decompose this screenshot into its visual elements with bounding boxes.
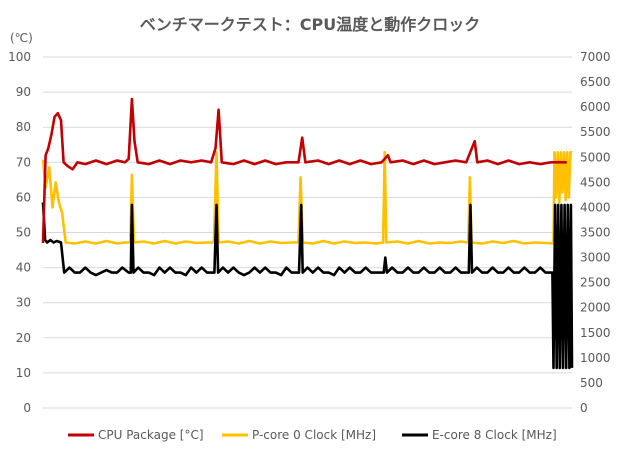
left-tick-label: 10	[16, 366, 31, 380]
left-tick-label: 60	[16, 190, 31, 204]
series-line-2	[41, 202, 574, 370]
right-tick-label: 1000	[580, 351, 611, 365]
series-line-0	[41, 97, 567, 244]
left-axis-ticks: 0 10 20 30 40 50 60 70 80 90 100	[8, 50, 31, 415]
legend-label: P-core 0 Clock [MHz]	[252, 428, 376, 442]
y-axis-unit-label: (℃)	[10, 31, 33, 45]
right-axis-ticks: 0 500 1000 1500 2000 2500 3000 3500 4000 4500 5000…	[580, 50, 611, 415]
right-tick-label: 500	[580, 376, 603, 390]
right-tick-label: 2000	[580, 301, 611, 315]
left-tick-label: 70	[16, 155, 31, 169]
series-lines	[41, 97, 574, 370]
right-tick-label: 3000	[580, 251, 611, 265]
left-tick-label: 40	[16, 261, 31, 275]
left-tick-label: 0	[23, 401, 31, 415]
right-tick-label: 4500	[580, 175, 611, 189]
grid-lines	[43, 56, 572, 409]
left-tick-label: 30	[16, 296, 31, 310]
legend: CPU Package [°C] P-core 0 Clock [MHz] E-co…	[68, 428, 557, 442]
legend-label: E-core 8 Clock [MHz]	[432, 428, 557, 442]
right-tick-label: 0	[580, 401, 588, 415]
left-tick-label: 20	[16, 331, 31, 345]
right-tick-label: 5000	[580, 150, 611, 164]
chart-title: ベンチマークテスト：CPU温度と動作クロック	[140, 15, 480, 34]
left-tick-label: 50	[16, 226, 31, 240]
right-tick-label: 6500	[580, 75, 611, 89]
right-tick-label: 4000	[580, 200, 611, 214]
legend-label: CPU Package [°C]	[98, 428, 204, 442]
right-tick-label: 1500	[580, 326, 611, 340]
right-tick-label: 3500	[580, 226, 611, 240]
left-tick-label: 90	[16, 85, 31, 99]
right-tick-label: 2500	[580, 276, 611, 290]
left-tick-label: 80	[16, 120, 31, 134]
right-tick-label: 5500	[580, 125, 611, 139]
left-tick-label: 100	[8, 50, 31, 64]
series-line-1	[41, 151, 572, 245]
right-tick-label: 7000	[580, 50, 611, 64]
right-tick-label: 6000	[580, 100, 611, 114]
